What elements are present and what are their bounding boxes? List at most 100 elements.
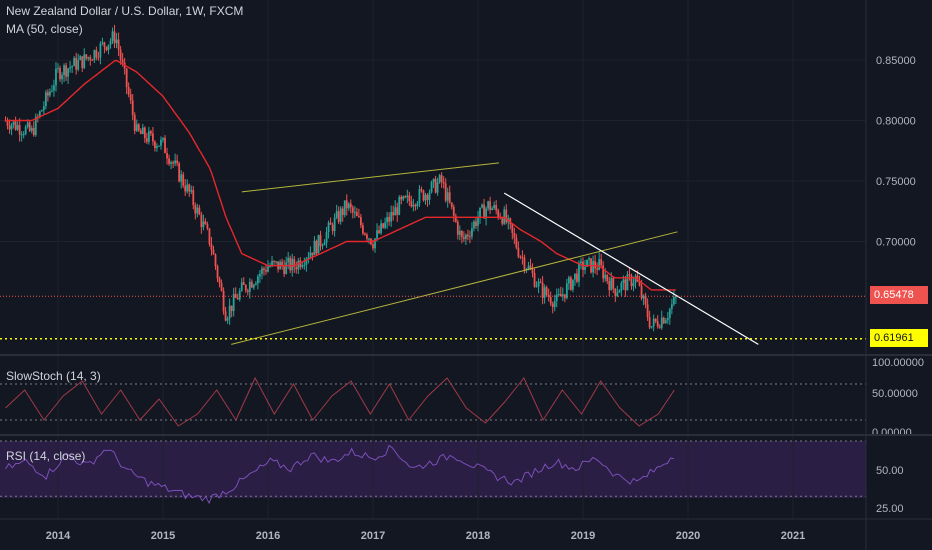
- candle-body: [174, 160, 177, 164]
- candle-body: [168, 158, 170, 164]
- candle-body: [311, 252, 314, 256]
- stoch-pane[interactable]: [0, 356, 866, 434]
- time-tick-label: 2018: [466, 530, 490, 542]
- candle-body: [368, 238, 370, 240]
- candle-body: [404, 196, 407, 198]
- candle-body: [420, 189, 423, 191]
- candle-body: [57, 67, 59, 69]
- candle-body: [378, 230, 380, 234]
- candle-body: [238, 290, 241, 300]
- candle-body: [456, 221, 459, 235]
- candle-body: [471, 228, 473, 237]
- candle-body: [355, 212, 358, 216]
- candle-body: [662, 317, 665, 324]
- candle-body: [149, 131, 152, 134]
- candle-body: [644, 295, 647, 305]
- candle-body: [505, 209, 508, 223]
- candle-body: [240, 282, 243, 291]
- candle-body: [79, 56, 82, 61]
- candle-body: [616, 292, 619, 297]
- candle-body: [489, 201, 492, 211]
- candle-body: [626, 274, 629, 291]
- candle-body: [640, 285, 643, 299]
- candle-body: [359, 217, 362, 226]
- price-tick-label: 0.70000: [876, 237, 916, 249]
- candle-body: [406, 195, 409, 198]
- price-tick-label: 0.80000: [876, 116, 916, 128]
- candle-body: [553, 300, 556, 308]
- candle-body: [493, 205, 496, 209]
- candle-body: [495, 205, 498, 211]
- candle-body: [483, 204, 485, 219]
- candle-body: [487, 201, 489, 209]
- candle-body: [652, 318, 655, 327]
- candle-body: [61, 75, 63, 80]
- candle-body: [137, 124, 140, 131]
- candle-body: [192, 189, 195, 206]
- chart-title: New Zealand Dollar / U.S. Dollar, 1W, FX…: [6, 4, 244, 18]
- candle-body: [343, 200, 346, 216]
- candle-body: [467, 234, 469, 237]
- price-tick-label: 0.85000: [876, 55, 916, 67]
- candle-body: [414, 204, 417, 207]
- candle-body: [38, 111, 41, 117]
- candle-body: [335, 211, 338, 218]
- time-axis[interactable]: 2014 2015 2016 2017 2018 2019 2020 2021: [46, 530, 805, 542]
- candle-body: [529, 265, 532, 270]
- candle-body: [261, 268, 263, 274]
- candle-body: [418, 189, 421, 204]
- candle-body: [158, 145, 160, 147]
- candle-body: [450, 202, 453, 207]
- candle-body: [196, 207, 199, 214]
- candle-body: [586, 259, 588, 267]
- candle-body: [519, 256, 522, 258]
- candle-body: [10, 124, 13, 130]
- candle-body: [527, 265, 530, 270]
- candle-body: [236, 298, 239, 300]
- candle-body: [83, 54, 86, 69]
- stoch-tick-label: 100.00000: [872, 357, 924, 369]
- candle-body: [592, 261, 594, 273]
- candle-body: [117, 39, 120, 50]
- candle-body: [103, 42, 106, 47]
- candle-body: [315, 240, 318, 254]
- price-axis[interactable]: 0.85000 0.80000 0.75000 0.70000 100.00000 50.…: [872, 55, 924, 515]
- candle-body: [186, 184, 189, 192]
- candle-body: [648, 317, 651, 328]
- candle-body: [517, 247, 520, 257]
- candle-body: [444, 183, 447, 201]
- candle-body: [543, 287, 546, 298]
- candle-body: [339, 208, 342, 222]
- candle-body: [596, 268, 599, 270]
- candle-body: [170, 162, 172, 164]
- candle-body: [658, 326, 661, 328]
- main-pane[interactable]: [0, 0, 866, 354]
- candle-body: [125, 68, 128, 88]
- candle-body: [331, 224, 334, 232]
- candle-body: [30, 127, 33, 131]
- candle-body: [666, 318, 669, 321]
- downtrend-line: [503, 192, 759, 345]
- candle-body: [40, 110, 43, 112]
- channel-lower-line: [231, 231, 678, 345]
- candle-body: [321, 245, 324, 247]
- candle-body: [469, 236, 471, 238]
- candle-body: [533, 273, 536, 287]
- price-series: [0, 24, 866, 345]
- candle-body: [513, 232, 516, 238]
- candle-body: [608, 281, 611, 291]
- candle-body: [479, 207, 481, 218]
- candle-body: [42, 106, 45, 111]
- candle-body: [511, 224, 514, 233]
- candle-body: [32, 127, 35, 136]
- candle-body: [624, 279, 627, 291]
- rsi-tick-label: 50.00: [876, 465, 904, 477]
- candle-body: [24, 126, 27, 135]
- candle-body: [424, 194, 427, 201]
- candle-body: [47, 92, 49, 96]
- candle-body: [16, 125, 19, 130]
- candle-body: [622, 279, 625, 283]
- time-tick-label: 2016: [256, 530, 280, 542]
- candle-body: [263, 268, 265, 271]
